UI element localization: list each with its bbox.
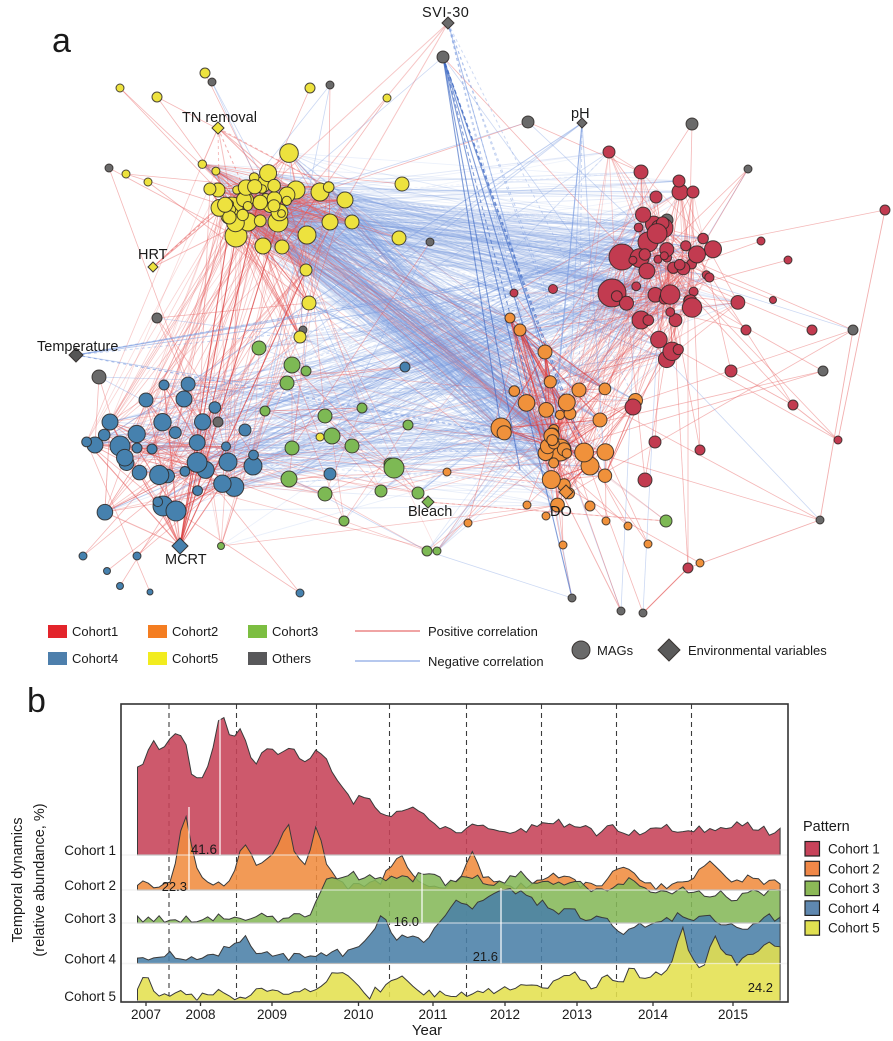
svg-text:41.6: 41.6 <box>191 842 217 857</box>
svg-text:2008: 2008 <box>185 1007 215 1022</box>
svg-text:Others: Others <box>272 651 312 666</box>
svg-text:2010: 2010 <box>343 1007 373 1022</box>
svg-text:b: b <box>27 682 46 720</box>
svg-text:16.0: 16.0 <box>394 914 419 929</box>
svg-text:TN removal: TN removal <box>182 110 257 126</box>
svg-text:Cohort 1: Cohort 1 <box>64 843 116 858</box>
svg-text:pH: pH <box>571 106 590 122</box>
svg-text:Cohort3: Cohort3 <box>272 624 318 639</box>
svg-text:Cohort 5: Cohort 5 <box>64 989 116 1004</box>
svg-text:Cohort 2: Cohort 2 <box>828 861 880 876</box>
svg-text:Pattern: Pattern <box>803 819 850 835</box>
svg-text:DO: DO <box>550 504 572 520</box>
svg-text:Bleach: Bleach <box>408 504 452 520</box>
svg-text:Cohort 3: Cohort 3 <box>64 911 116 926</box>
svg-text:MAGs: MAGs <box>597 643 634 658</box>
svg-text:(relative abundance, %): (relative abundance, %) <box>32 803 48 956</box>
svg-text:Cohort1: Cohort1 <box>72 624 118 639</box>
svg-text:Environmental variables: Environmental variables <box>688 643 827 658</box>
svg-text:Cohort 2: Cohort 2 <box>64 878 116 893</box>
svg-text:21.6: 21.6 <box>473 949 498 964</box>
svg-text:Positive correlation: Positive correlation <box>428 624 538 639</box>
svg-text:2015: 2015 <box>718 1007 748 1022</box>
svg-text:SVI-30: SVI-30 <box>422 5 469 21</box>
svg-text:Cohort4: Cohort4 <box>72 651 118 666</box>
svg-text:Cohort 3: Cohort 3 <box>828 881 880 896</box>
svg-text:Cohort2: Cohort2 <box>172 624 218 639</box>
svg-text:Temporal dynamics: Temporal dynamics <box>10 818 26 943</box>
svg-text:22.3: 22.3 <box>162 879 187 894</box>
svg-text:2014: 2014 <box>638 1007 669 1022</box>
svg-text:Year: Year <box>412 1022 442 1039</box>
svg-text:Negative correlation: Negative correlation <box>428 654 544 669</box>
svg-text:Cohort5: Cohort5 <box>172 651 218 666</box>
svg-text:2012: 2012 <box>490 1007 520 1022</box>
svg-text:24.2: 24.2 <box>748 980 773 995</box>
svg-text:a: a <box>52 22 71 60</box>
svg-text:2007: 2007 <box>131 1007 161 1022</box>
svg-text:Cohort 1: Cohort 1 <box>828 842 880 857</box>
svg-text:Cohort 4: Cohort 4 <box>828 901 880 916</box>
svg-text:HRT: HRT <box>138 247 168 263</box>
svg-text:2009: 2009 <box>257 1007 287 1022</box>
svg-text:MCRT: MCRT <box>165 552 207 568</box>
svg-text:Cohort 5: Cohort 5 <box>828 921 880 936</box>
svg-text:Temperature: Temperature <box>37 339 118 355</box>
svg-text:Cohort 4: Cohort 4 <box>64 952 116 967</box>
svg-text:2011: 2011 <box>418 1007 447 1022</box>
svg-text:2013: 2013 <box>562 1007 592 1022</box>
